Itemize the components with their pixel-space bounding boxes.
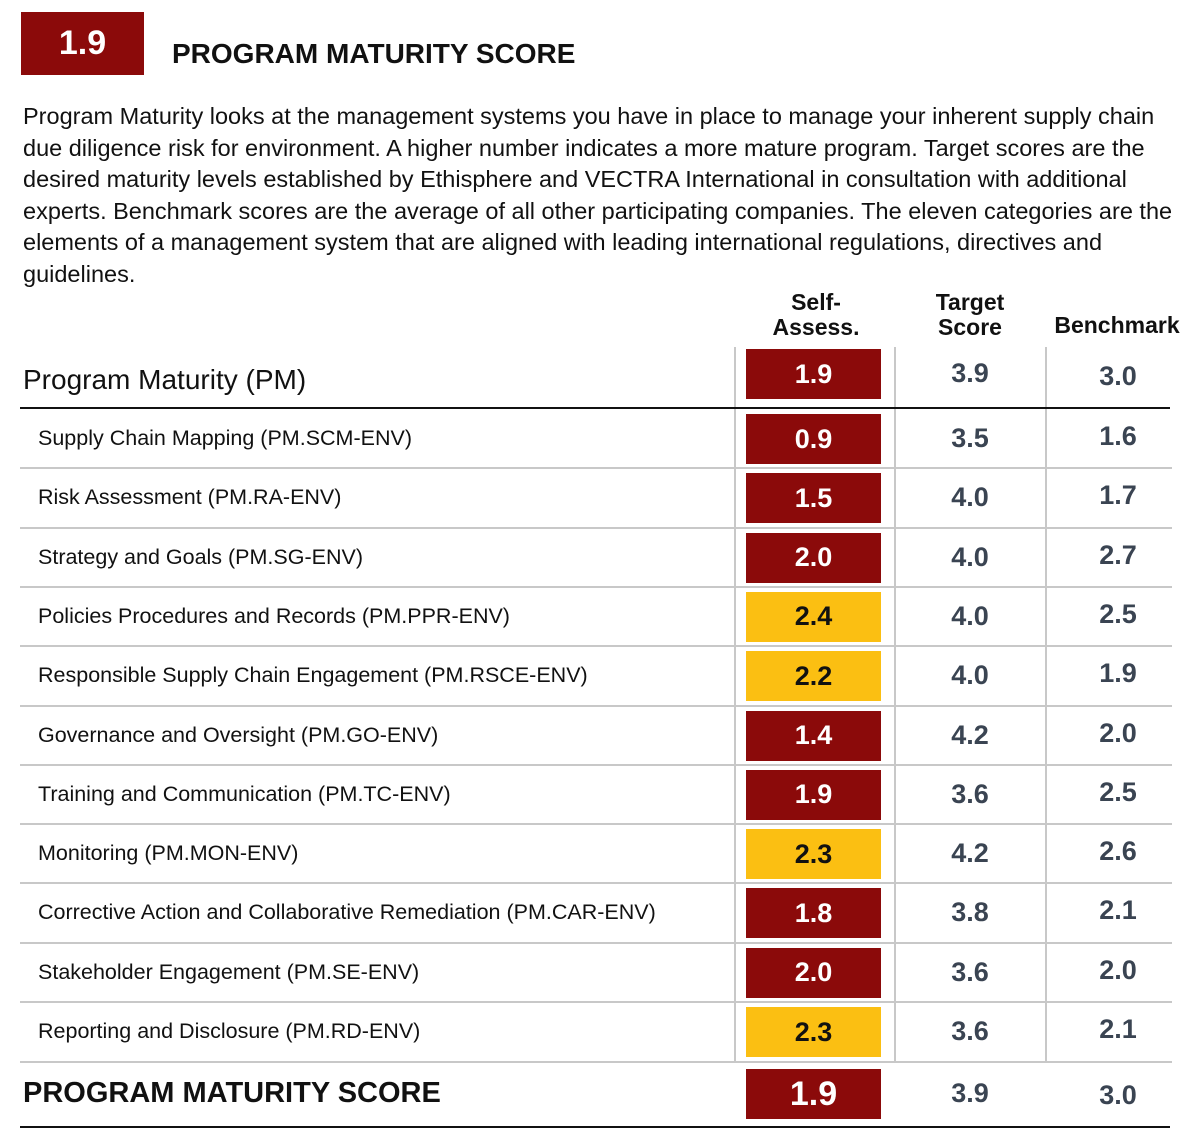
table-row: Risk Assessment (PM.RA-ENV) 1.5 4.0 1.7	[0, 468, 1200, 527]
divider	[20, 1126, 1170, 1128]
row-label: Monitoring (PM.MON-ENV)	[38, 841, 299, 866]
row-label: Reporting and Disclosure (PM.RD-ENV)	[38, 1019, 421, 1043]
row-label: Program Maturity (PM)	[23, 363, 307, 395]
table-row: Policies Procedures and Records (PM.PPR-…	[0, 587, 1200, 646]
benchmark-score: 2.0	[1099, 954, 1137, 985]
target-score: 4.0	[951, 482, 989, 513]
score-badge: 1.9	[21, 12, 144, 75]
column-header-target-score: Target Score	[910, 290, 1030, 340]
benchmark-score: 3.0	[1099, 1080, 1137, 1110]
divider	[20, 941, 1172, 944]
self-assess-score: 2.2	[746, 651, 881, 702]
self-assess-score: 1.9	[746, 769, 881, 820]
row-label: Responsible Supply Chain Engagement (PM.…	[38, 663, 588, 688]
table-row: Training and Communication (PM.TC-ENV) 1…	[0, 765, 1200, 824]
divider	[20, 526, 1172, 529]
divider	[20, 645, 1172, 648]
table-row: Responsible Supply Chain Engagement (PM.…	[0, 646, 1200, 705]
row-label: Strategy and Goals (PM.SG-ENV)	[38, 544, 363, 569]
row-label: Governance and Oversight (PM.GO-ENV)	[38, 722, 439, 747]
column-header-benchmark: Benchmark	[1054, 312, 1180, 338]
self-assess-score: 2.3	[746, 1007, 881, 1057]
benchmark-score: 1.7	[1099, 480, 1137, 511]
row-label: Stakeholder Engagement (PM.SE-ENV)	[38, 959, 420, 984]
divider	[20, 1061, 1172, 1063]
header-line: Assess.	[772, 314, 860, 340]
benchmark-score: 2.1	[1099, 895, 1137, 926]
row-label: PROGRAM MATURITY SCORE	[23, 1077, 441, 1109]
target-score: 4.0	[951, 660, 989, 691]
table-row: Supply Chain Mapping (PM.SCM-ENV) 0.9 3.…	[0, 409, 1200, 468]
divider	[20, 467, 1172, 470]
benchmark-score: 2.5	[1099, 776, 1137, 807]
description: Program Maturity looks at the management…	[23, 103, 1173, 287]
target-score: 3.8	[951, 897, 989, 928]
table-row: Governance and Oversight (PM.GO-ENV) 1.4…	[0, 706, 1200, 765]
benchmark-score: 2.6	[1099, 836, 1137, 867]
header-line: Score	[938, 314, 1002, 340]
target-score: 3.5	[951, 423, 989, 453]
target-score: 3.6	[951, 1016, 989, 1046]
target-score: 3.6	[951, 956, 989, 987]
divider	[20, 763, 1172, 766]
self-assess-score: 2.4	[746, 591, 881, 642]
divider	[20, 585, 1172, 588]
page-title: PROGRAM MATURITY SCORE	[172, 38, 576, 69]
self-assess-score: 2.3	[746, 829, 881, 880]
row-label: Risk Assessment (PM.RA-ENV)	[38, 485, 342, 510]
self-assess-score: 1.9	[746, 1069, 881, 1119]
target-score: 4.2	[951, 719, 989, 750]
divider	[20, 1001, 1172, 1003]
row-label: Policies Procedures and Records (PM.PPR-…	[38, 603, 510, 628]
self-assess-score: 1.4	[746, 710, 881, 761]
self-assess-score: 2.0	[746, 532, 881, 583]
benchmark-score: 2.1	[1099, 1014, 1137, 1044]
row-label: Training and Communication (PM.TC-ENV)	[38, 781, 451, 806]
divider	[20, 882, 1172, 885]
benchmark-score: 1.9	[1099, 658, 1137, 689]
benchmark-score: 3.0	[1099, 361, 1137, 391]
target-score: 3.9	[951, 1078, 989, 1108]
row-label: Corrective Action and Collaborative Reme…	[38, 900, 656, 925]
summary-row: Program Maturity (PM) 1.9 3.9 3.0	[0, 344, 1200, 403]
benchmark-score: 1.6	[1099, 421, 1137, 451]
benchmark-score: 2.5	[1099, 598, 1137, 629]
header-line: Target	[935, 289, 1005, 315]
divider	[20, 407, 1170, 409]
table-row: Strategy and Goals (PM.SG-ENV) 2.0 4.0 2…	[0, 528, 1200, 587]
table-row: Monitoring (PM.MON-ENV) 2.3 4.2 2.6	[0, 824, 1200, 883]
target-score: 4.0	[951, 541, 989, 572]
self-assess-score: 1.9	[746, 349, 881, 399]
divider	[20, 704, 1172, 707]
target-score: 3.9	[951, 358, 989, 388]
table-row: Reporting and Disclosure (PM.RD-ENV) 2.3…	[0, 1002, 1200, 1061]
benchmark-score: 2.7	[1099, 539, 1137, 570]
self-assess-score: 1.5	[746, 473, 881, 524]
target-score: 4.0	[951, 600, 989, 631]
benchmark-score: 2.0	[1099, 717, 1137, 748]
self-assess-score: 2.0	[746, 947, 881, 998]
target-score: 3.6	[951, 778, 989, 809]
divider	[20, 823, 1172, 826]
target-score: 4.2	[951, 838, 989, 869]
self-assess-score: 0.9	[746, 414, 881, 464]
header-line: Self-	[791, 289, 841, 315]
row-label: Supply Chain Mapping (PM.SCM-ENV)	[38, 426, 412, 450]
total-row: PROGRAM MATURITY SCORE 1.9 3.9 3.0	[0, 1064, 1200, 1123]
column-header-self-assess: Self- Assess.	[760, 290, 872, 340]
self-assess-score: 1.8	[746, 888, 881, 939]
table-row: Stakeholder Engagement (PM.SE-ENV) 2.0 3…	[0, 943, 1200, 1002]
table-row: Corrective Action and Collaborative Reme…	[0, 883, 1200, 942]
